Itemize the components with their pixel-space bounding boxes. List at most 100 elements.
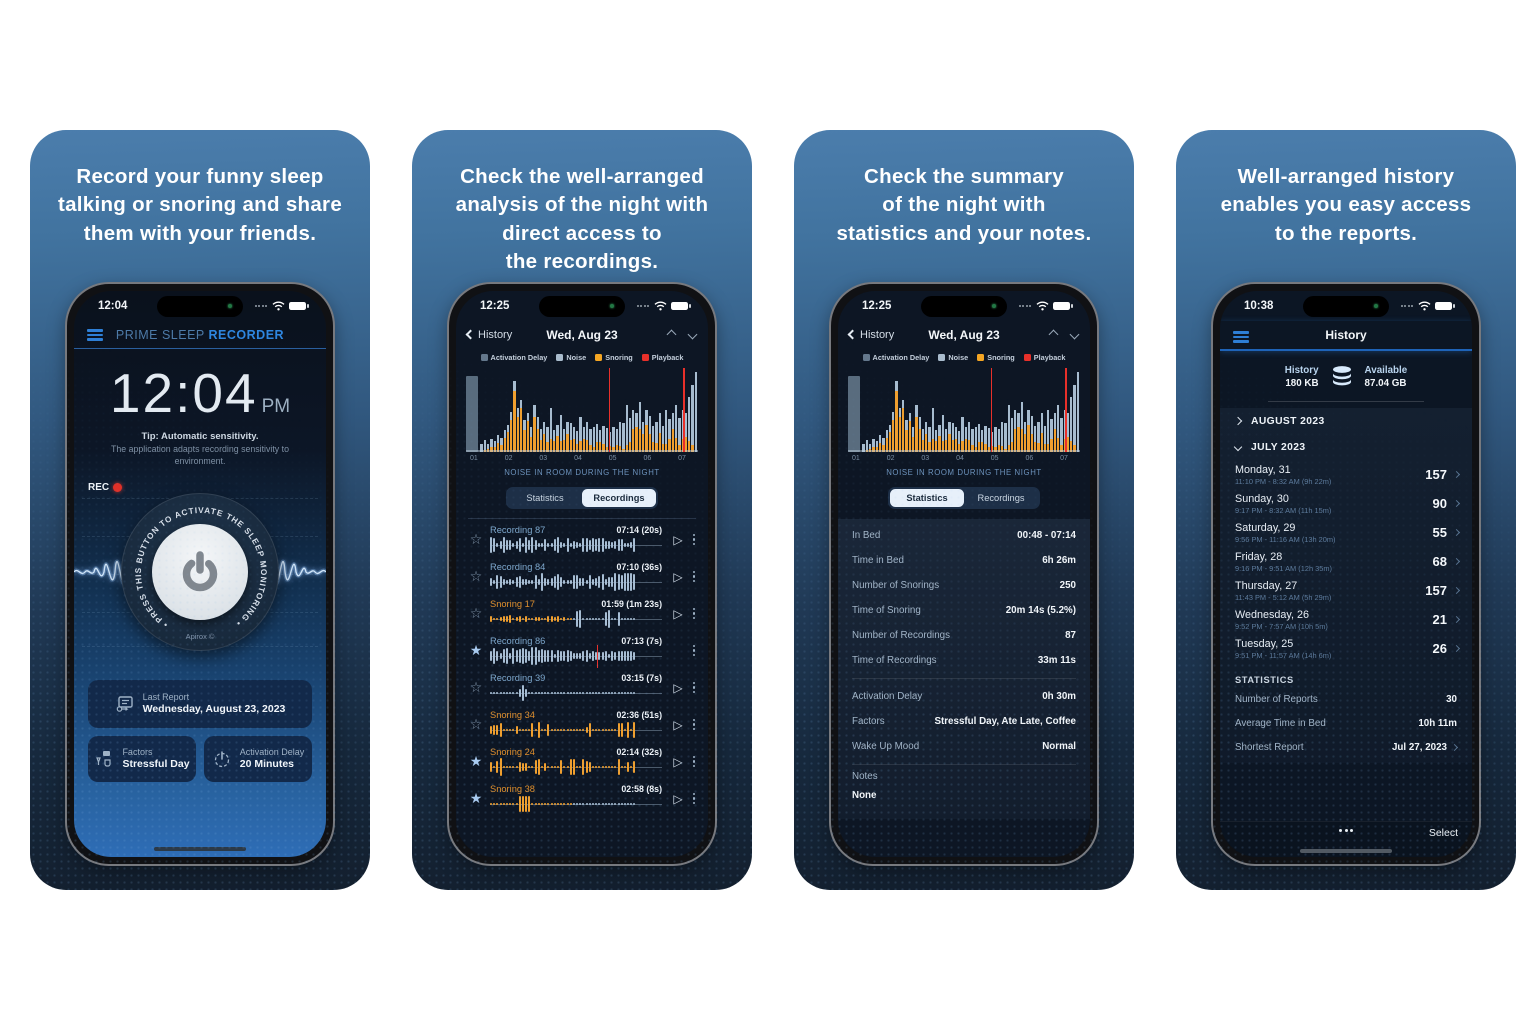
star-icon[interactable]: ★: [469, 790, 483, 806]
tab-recordings[interactable]: Recordings: [582, 489, 656, 507]
play-icon[interactable]: ▷: [673, 680, 683, 695]
legend-swatch-icon: [938, 354, 946, 361]
menu-icon[interactable]: [87, 329, 103, 343]
cellular-icon: [254, 305, 267, 307]
report-row[interactable]: Thursday, 27 11:43 PM - 5:12 AM (5h 29m) 1…: [1220, 576, 1472, 605]
report-row[interactable]: Tuesday, 25 9:51 PM - 11:57 AM (14h 6m) 26: [1220, 634, 1472, 663]
recording-row[interactable]: ★ Snoring 24 02:14 (32s) ▷: [456, 743, 708, 780]
kebab-menu-icon[interactable]: [688, 755, 700, 768]
activation-delay-bar: [848, 376, 861, 452]
play-icon[interactable]: ▷: [673, 532, 683, 547]
report-row[interactable]: Monday, 31 11:10 PM - 8:32 AM (9h 22m) 157: [1220, 460, 1472, 489]
nav-bar: History: [1220, 321, 1472, 351]
playback-line: [990, 368, 993, 452]
next-day-icon[interactable]: [687, 329, 698, 340]
waveform: [490, 794, 662, 814]
power-icon: [182, 551, 218, 591]
play-icon[interactable]: ▷: [673, 606, 683, 621]
report-row[interactable]: Sunday, 30 9:17 PM - 8:32 AM (11h 15m) 90: [1220, 489, 1472, 518]
report-row[interactable]: Saturday, 29 9:56 PM - 11:16 AM (13h 20m)…: [1220, 518, 1472, 547]
status-icons: [254, 301, 309, 311]
promo-card-history: Well-arranged history enables you easy a…: [1176, 130, 1516, 890]
month-header-july[interactable]: JULY 2023: [1220, 434, 1472, 460]
select-button[interactable]: Select: [1428, 827, 1458, 839]
recording-row[interactable]: ☆ Snoring 34 02:36 (51s) ▷: [456, 706, 708, 743]
back-button[interactable]: History: [847, 329, 894, 341]
recording-row[interactable]: ☆ Snoring 17 01:59 (1m 23s) ▷: [456, 595, 708, 632]
kebab-menu-icon[interactable]: [688, 607, 700, 620]
play-icon[interactable]: ▷: [673, 569, 683, 584]
kebab-menu-icon[interactable]: [688, 570, 700, 583]
sleep-monitoring-button[interactable]: • PRESS THIS BUTTON TO ACTIVATE THE SLEE…: [107, 479, 295, 667]
legend-swatch-icon: [977, 354, 985, 361]
recording-row[interactable]: ☆ Recording 39 03:15 (7s) ▷: [456, 669, 708, 706]
star-icon[interactable]: ☆: [469, 568, 483, 584]
back-button[interactable]: History: [465, 329, 512, 341]
battery-icon: [1435, 301, 1455, 311]
play-icon[interactable]: ▷: [673, 754, 683, 769]
nav-title: Wed, Aug 23: [928, 327, 1000, 342]
stat-row[interactable]: Shortest Report Jul 27, 2023: [1235, 735, 1459, 759]
tab-statistics[interactable]: Statistics: [526, 493, 564, 503]
kebab-menu-icon[interactable]: [688, 681, 700, 694]
play-icon[interactable]: ▷: [673, 791, 683, 806]
more-button[interactable]: [1339, 829, 1353, 832]
activation-delay-card[interactable]: Activation Delay 20 Minutes: [204, 735, 312, 782]
recording-row[interactable]: ☆ Recording 87 07:14 (20s) ▷: [456, 521, 708, 558]
last-report-card[interactable]: Last Report Wednesday, August 23, 2023: [88, 679, 312, 728]
night-summary-screen: 12:25 History Wed, Aug 23 Activation Del…: [838, 291, 1090, 857]
database-icon: [1332, 366, 1351, 386]
play-icon[interactable]: ▷: [673, 717, 683, 732]
recording-name: Snoring 34: [490, 709, 535, 720]
chevron-right-icon: [1450, 743, 1459, 751]
star-icon[interactable]: ☆: [469, 679, 483, 695]
night-analysis-screen: 12:25 History Wed, Aug 23 Activation Del…: [456, 291, 708, 857]
next-day-icon[interactable]: [1069, 329, 1080, 340]
x-tick: 07: [1060, 455, 1068, 462]
phone-mockup: 12:25 History Wed, Aug 23 Activation Del…: [829, 282, 1099, 866]
kebab-menu-icon[interactable]: [688, 718, 700, 731]
power-button-core[interactable]: [152, 523, 248, 620]
recording-row[interactable]: ★ Snoring 38 02:58 (8s) ▷: [456, 780, 708, 817]
factors-card[interactable]: Factors Stressful Day: [88, 735, 196, 782]
promo-card-recordings: Check the well-arranged analysis of the …: [412, 130, 752, 890]
report-info: Monday, 31 11:10 PM - 8:32 AM (9h 22m): [1235, 464, 1425, 486]
chevron-right-icon: [1452, 528, 1461, 537]
noise-chart: [848, 368, 1080, 452]
status-icons: [636, 301, 691, 311]
tab-statistics[interactable]: Statistics: [890, 489, 964, 507]
chart-x-ticks: 01 02 03 04 05 06 07: [470, 455, 686, 462]
playhead-line: [596, 644, 599, 668]
recording-row[interactable]: ☆ Recording 84 07:10 (36s) ▷: [456, 558, 708, 595]
kebab-menu-icon[interactable]: [688, 644, 700, 657]
noise-chart: [466, 368, 698, 452]
app-title: PRIME SLEEP RECORDER: [115, 327, 285, 342]
star-icon[interactable]: ★: [469, 753, 483, 769]
recorder-screen: 12:04 PRIME SLEEP RECORDER 12:04 PM: [74, 291, 326, 857]
star-icon[interactable]: ☆: [469, 605, 483, 621]
waveform: [490, 757, 662, 777]
report-row[interactable]: Wednesday, 26 9:52 PM - 7:57 AM (10h 5m) 2…: [1220, 605, 1472, 634]
stat-value: 00:48 - 07:14: [1017, 530, 1076, 541]
stat-label: Activation Delay: [852, 691, 923, 702]
report-day: Wednesday, 26: [1235, 608, 1310, 621]
notes-block: Notes None: [852, 771, 1076, 801]
legend-item: Noise: [938, 353, 968, 362]
bottom-toolbar: Select: [1220, 821, 1472, 857]
waveform: [490, 572, 662, 592]
prev-day-icon[interactable]: [1048, 329, 1059, 340]
status-bar: 10:38: [1220, 291, 1472, 321]
month-header-august[interactable]: AUGUST 2023: [1220, 408, 1472, 434]
recording-info: Recording 39 03:15 (7s): [490, 673, 662, 703]
star-icon[interactable]: ☆: [469, 531, 483, 547]
tab-recordings[interactable]: Recordings: [977, 493, 1025, 503]
star-icon[interactable]: ★: [469, 642, 483, 658]
report-row[interactable]: Friday, 28 9:16 PM - 9:51 AM (12h 35m) 68: [1220, 547, 1472, 576]
kebab-menu-icon[interactable]: [688, 792, 700, 805]
kebab-menu-icon[interactable]: [688, 533, 700, 546]
star-icon[interactable]: ☆: [469, 716, 483, 732]
menu-icon[interactable]: [1233, 331, 1249, 345]
recording-row[interactable]: ★ Recording 86 07:13 (7s): [456, 632, 708, 669]
status-bar: 12:25: [456, 291, 708, 321]
prev-day-icon[interactable]: [666, 329, 677, 340]
